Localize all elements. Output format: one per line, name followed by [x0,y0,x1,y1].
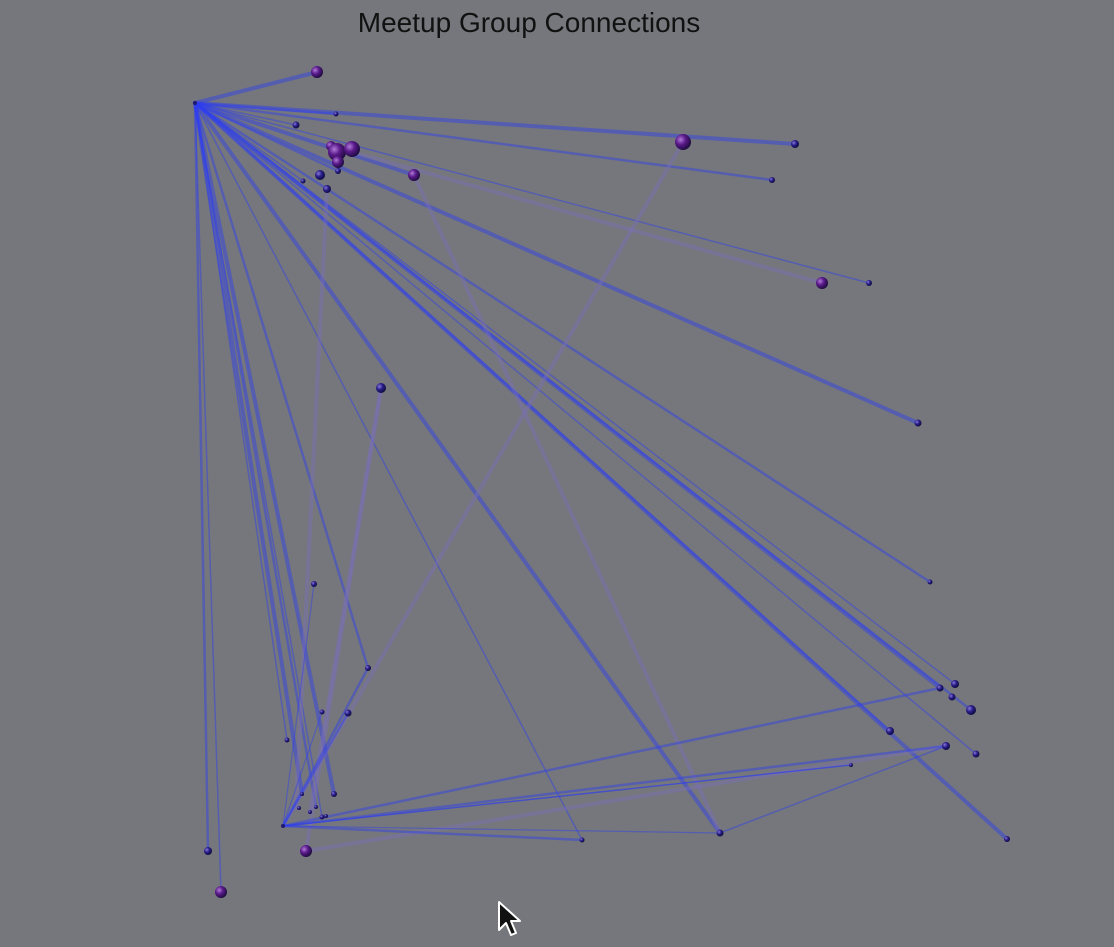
graph-edge [193,101,338,116]
graph-edge [282,825,721,834]
graph-edge [193,101,920,425]
edge-layer [193,70,1009,893]
graph-node[interactable] [297,806,301,810]
graph-edge [193,101,722,835]
graph-edge [194,102,977,755]
graph-edge [193,101,973,712]
graph-edge [294,187,329,810]
graph-node[interactable] [328,143,346,161]
graph-edge [282,764,852,827]
graph-edge [194,102,956,685]
graph-node[interactable] [335,168,341,174]
graph-edge [194,102,304,182]
graph-edge [193,101,210,853]
graph-node[interactable] [866,280,872,286]
graph-edge [193,101,336,796]
graph-node[interactable] [816,277,828,289]
graph-node[interactable] [849,763,853,767]
graph-edge [193,101,318,809]
graph-node[interactable] [1004,836,1010,842]
graph-edge [282,764,852,827]
graph-node[interactable] [311,66,323,78]
graph-edge [304,744,948,853]
graph-node[interactable] [308,810,312,814]
graph-edge [193,101,304,796]
graph-node[interactable] [791,140,799,148]
graph-node[interactable] [579,837,585,843]
graph-hub-node[interactable] [281,824,285,828]
graph-edge [193,101,942,690]
graph-node[interactable] [315,170,325,180]
graph-edge [193,101,416,177]
graph-node[interactable] [408,169,420,181]
graph-edge [193,101,1009,841]
graph-node[interactable] [333,111,339,117]
graph-edge [193,101,774,182]
mouse-pointer-icon [498,901,521,936]
graph-edge [304,386,383,853]
graph-node[interactable] [300,178,306,184]
graph-edge [194,102,323,818]
graph-node[interactable] [344,709,352,717]
graph-node[interactable] [376,383,386,393]
graph-node[interactable] [332,156,344,168]
graph-node[interactable] [292,121,300,129]
graph-node[interactable] [769,177,775,183]
graph-node[interactable] [914,419,922,427]
graph-edge [328,144,824,285]
graph-edge [194,102,288,741]
graph-edge [281,824,584,842]
graph-edge [719,745,947,834]
graph-node[interactable] [886,727,894,735]
graph-node[interactable] [311,581,317,587]
graph-edge [193,101,340,173]
graph-node[interactable] [324,814,328,818]
graph-edge [194,102,583,841]
graph-title: Meetup Group Connections [357,7,701,38]
graph-node[interactable] [936,684,944,692]
graph-node[interactable] [204,847,212,855]
graph-edge [308,386,383,814]
graph-edge [412,173,722,835]
graph-edge [194,102,870,284]
node-layer [193,66,1010,898]
graph-node[interactable] [300,792,304,796]
graph-node[interactable] [323,185,331,193]
graph-node[interactable] [951,680,959,688]
graph-edge [281,711,350,828]
graph-node[interactable] [927,579,933,585]
graph-node[interactable] [284,737,290,743]
graph-node[interactable] [344,141,360,157]
graph-edge [282,711,323,827]
graph-edge [193,101,932,584]
graph-node[interactable] [331,791,337,797]
graph-node[interactable] [966,705,976,715]
graph-edge [194,102,297,126]
graph-edge [281,744,948,828]
graph-node[interactable] [716,829,724,837]
graph-node[interactable] [319,814,325,820]
graph-node[interactable] [314,805,318,809]
graph-node[interactable] [300,845,312,857]
graph-edge [193,70,319,105]
graph-node[interactable] [972,750,980,758]
graph-edge [193,101,797,146]
graph-edge [193,101,892,733]
graph-node[interactable] [215,886,227,898]
graph-edge [281,686,942,828]
graph-edge [282,583,315,827]
graph-node[interactable] [365,665,371,671]
graph-node[interactable] [942,742,950,750]
graph-node[interactable] [948,693,956,701]
graph-node[interactable] [675,134,691,150]
graph-edge [193,101,370,670]
graph-edge [194,102,222,893]
graph-node[interactable] [319,709,325,715]
graph-edge [281,666,370,828]
graph-hub-node[interactable] [193,101,197,105]
